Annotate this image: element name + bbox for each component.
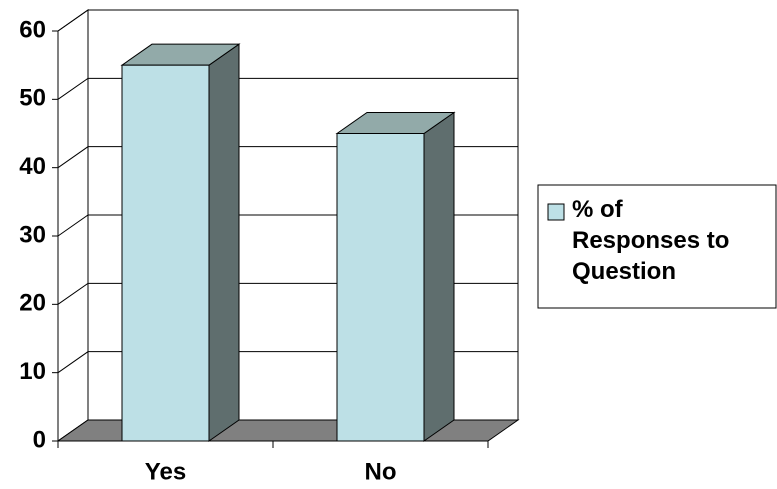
bar <box>336 133 425 442</box>
y-tick-label: 50 <box>19 85 46 112</box>
grid-line <box>57 77 518 100</box>
x-tick-label: No <box>365 458 397 485</box>
y-tick-label: 20 <box>19 290 46 317</box>
y-tick-label: 40 <box>19 153 46 180</box>
bar-side <box>423 111 455 442</box>
legend-swatch <box>547 203 565 221</box>
legend-box <box>537 184 777 309</box>
y-tick-label: 60 <box>19 16 46 43</box>
y-tick-label: 30 <box>19 221 46 248</box>
legend-label: % of Responses to Question <box>572 196 730 285</box>
y-tick-label: 10 <box>19 358 46 385</box>
bar <box>121 64 210 442</box>
y-tick-label: 0 <box>33 426 46 453</box>
grid-line <box>57 9 518 32</box>
bar-side <box>208 43 240 442</box>
x-tick-label: Yes <box>145 458 186 485</box>
